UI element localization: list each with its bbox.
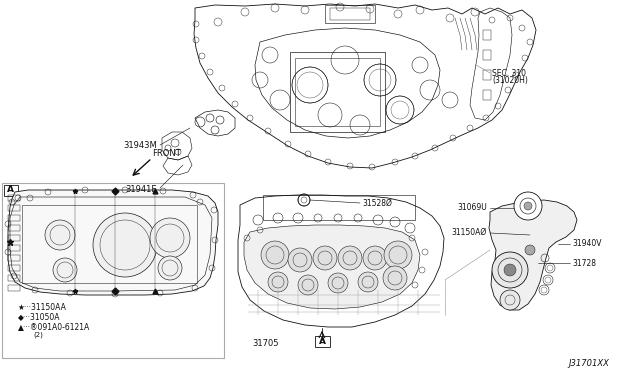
Circle shape bbox=[524, 202, 532, 210]
Circle shape bbox=[338, 246, 362, 270]
Circle shape bbox=[150, 218, 190, 258]
Bar bbox=[295, 58, 380, 126]
Bar bbox=[2, 183, 224, 358]
Bar bbox=[263, 195, 415, 220]
Text: A: A bbox=[319, 337, 326, 346]
Bar bbox=[8, 265, 20, 271]
Circle shape bbox=[492, 252, 528, 288]
Circle shape bbox=[93, 213, 157, 277]
Circle shape bbox=[525, 245, 535, 255]
Text: 31728: 31728 bbox=[572, 259, 596, 267]
Bar bbox=[330, 8, 370, 20]
Bar bbox=[8, 245, 20, 251]
Circle shape bbox=[261, 241, 289, 269]
Text: A: A bbox=[7, 186, 14, 195]
Text: 31943M: 31943M bbox=[124, 141, 157, 150]
Circle shape bbox=[504, 264, 516, 276]
Bar bbox=[325, 5, 375, 23]
Text: 31940V: 31940V bbox=[572, 240, 602, 248]
Polygon shape bbox=[8, 190, 218, 295]
Circle shape bbox=[363, 246, 387, 270]
Bar bbox=[483, 30, 491, 40]
Text: J31701XX: J31701XX bbox=[568, 359, 609, 368]
Bar bbox=[8, 285, 20, 291]
Text: FRONT: FRONT bbox=[152, 148, 180, 157]
Bar bbox=[8, 195, 20, 201]
Polygon shape bbox=[244, 225, 420, 309]
Bar bbox=[8, 205, 20, 211]
Text: ★···31150AA: ★···31150AA bbox=[18, 302, 67, 311]
Bar bbox=[8, 215, 20, 221]
Bar bbox=[483, 70, 491, 80]
Text: 31705: 31705 bbox=[252, 339, 278, 347]
Text: ▲···®091A0-6121A: ▲···®091A0-6121A bbox=[18, 323, 90, 331]
Circle shape bbox=[383, 266, 407, 290]
Circle shape bbox=[298, 275, 318, 295]
Circle shape bbox=[158, 256, 182, 280]
Text: SEC. 310: SEC. 310 bbox=[492, 68, 526, 77]
Text: 31941E: 31941E bbox=[125, 186, 157, 195]
Text: (31020H): (31020H) bbox=[492, 76, 528, 84]
Bar bbox=[483, 90, 491, 100]
Bar bbox=[290, 52, 385, 132]
Text: 31528Ø: 31528Ø bbox=[362, 199, 392, 208]
Text: (2): (2) bbox=[33, 332, 43, 338]
Bar bbox=[8, 255, 20, 261]
Bar bbox=[483, 50, 491, 60]
Text: 31150AØ: 31150AØ bbox=[452, 228, 487, 237]
Circle shape bbox=[288, 248, 312, 272]
Circle shape bbox=[328, 273, 348, 293]
Bar bbox=[8, 275, 20, 281]
Text: 31069U: 31069U bbox=[457, 203, 487, 212]
Text: ◆···31050A: ◆···31050A bbox=[18, 312, 61, 321]
Circle shape bbox=[53, 258, 77, 282]
Bar bbox=[8, 225, 20, 231]
Circle shape bbox=[358, 272, 378, 292]
Circle shape bbox=[313, 246, 337, 270]
Circle shape bbox=[45, 220, 75, 250]
Bar bbox=[8, 235, 20, 241]
Circle shape bbox=[268, 272, 288, 292]
Bar bbox=[22, 205, 197, 283]
Polygon shape bbox=[489, 200, 577, 310]
Circle shape bbox=[384, 241, 412, 269]
Circle shape bbox=[500, 290, 520, 310]
Circle shape bbox=[514, 192, 542, 220]
